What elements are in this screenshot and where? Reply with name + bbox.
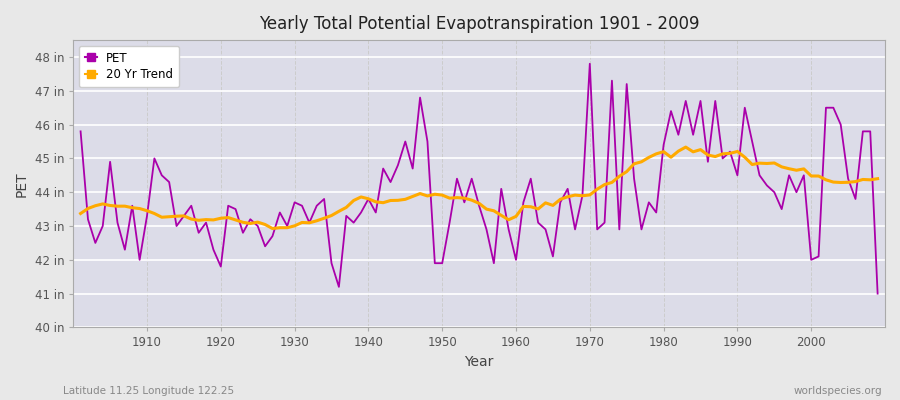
Text: worldspecies.org: worldspecies.org [794, 386, 882, 396]
X-axis label: Year: Year [464, 355, 494, 369]
Text: Latitude 11.25 Longitude 122.25: Latitude 11.25 Longitude 122.25 [63, 386, 234, 396]
Y-axis label: PET: PET [15, 171, 29, 196]
Title: Yearly Total Potential Evapotranspiration 1901 - 2009: Yearly Total Potential Evapotranspiratio… [259, 15, 699, 33]
Legend: PET, 20 Yr Trend: PET, 20 Yr Trend [79, 46, 179, 87]
